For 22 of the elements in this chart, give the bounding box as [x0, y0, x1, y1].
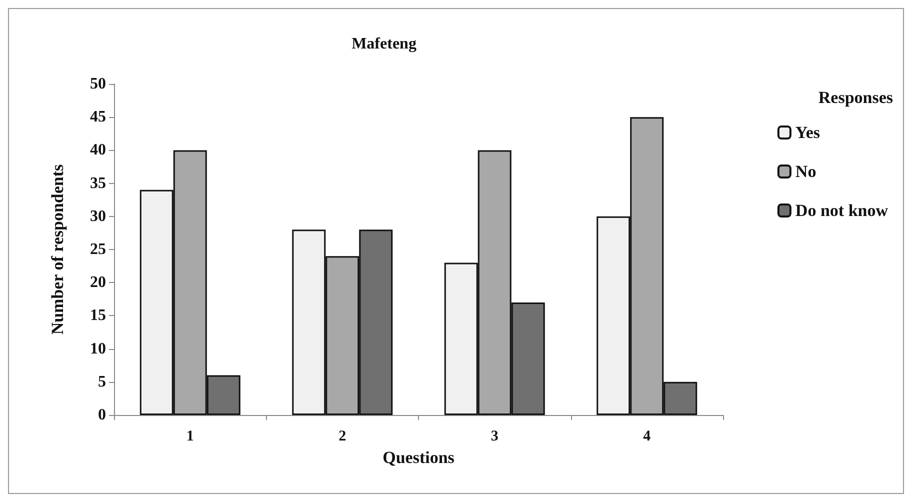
y-tick-label: 45 [90, 108, 106, 126]
legend-label: No [795, 162, 816, 181]
y-tick-label: 50 [90, 76, 106, 92]
y-axis-title: Number of respondents [48, 164, 67, 335]
y-tick-label: 35 [90, 174, 106, 192]
y-tick-label: 20 [90, 274, 106, 292]
y-tick-label: 5 [98, 373, 106, 390]
legend-label: Yes [795, 123, 820, 142]
legend-label: Do not know [795, 201, 889, 220]
x-tick-label: 3 [490, 428, 498, 444]
x-tick-label: 2 [338, 428, 346, 444]
y-tick-label: 15 [90, 307, 106, 324]
y-tick-label: 30 [90, 208, 106, 225]
x-tick-label: 4 [643, 428, 652, 444]
y-tick-label: 10 [90, 340, 106, 358]
y-tick-label: 40 [90, 142, 106, 159]
x-tick-label: 1 [186, 428, 194, 444]
y-tick-label: 0 [98, 406, 106, 424]
legend-title: Responses [818, 88, 894, 107]
x-axis-title: Questions [382, 448, 455, 467]
y-tick-label: 25 [90, 241, 106, 258]
chart-title: Mafeteng [352, 36, 416, 52]
